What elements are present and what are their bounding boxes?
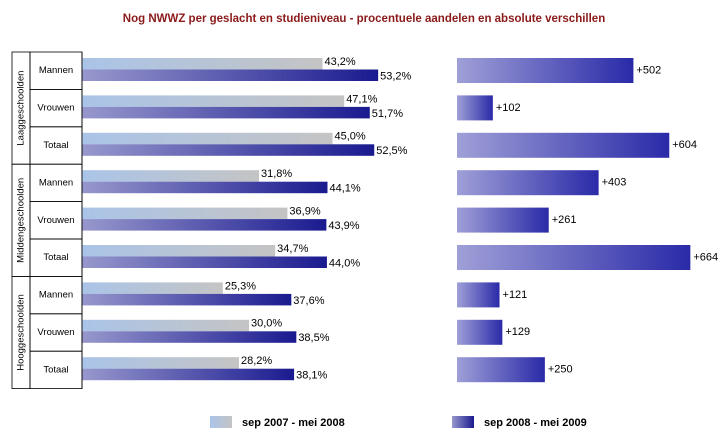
bar: [457, 207, 549, 233]
bar: [457, 245, 691, 270]
bar: [457, 132, 670, 158]
value-label: 44,1%: [329, 183, 360, 195]
value-label: +502: [636, 64, 661, 76]
bar: [82, 58, 323, 70]
bar: [82, 69, 379, 81]
bar: [82, 207, 288, 220]
bar: [82, 144, 375, 156]
value-label: 38,5%: [298, 332, 329, 344]
value-label: 34,7%: [277, 243, 308, 255]
bar: [82, 170, 260, 182]
value-label: 51,7%: [372, 108, 403, 120]
value-label: +664: [693, 251, 718, 263]
group-label: Hooggeschoolden: [16, 294, 27, 371]
value-label: 47,1%: [346, 93, 377, 105]
bar: [457, 95, 493, 121]
category-label: Mannen: [39, 177, 73, 188]
bar: [82, 106, 370, 119]
value-label: 38,1%: [296, 370, 327, 382]
value-label: 45,0%: [335, 131, 366, 143]
bar: [82, 132, 333, 145]
bar: [457, 357, 545, 383]
bar: [82, 219, 327, 231]
value-label: +604: [672, 139, 697, 151]
bar: [82, 245, 276, 257]
category-label: Totaal: [43, 140, 68, 151]
group-label: Middengeschoolden: [16, 178, 27, 263]
bar: [82, 282, 223, 294]
value-label: 44,0%: [329, 257, 360, 269]
value-label: 36,9%: [289, 206, 320, 218]
category-label: Mannen: [39, 65, 73, 76]
bar: [457, 282, 500, 308]
bar: [457, 58, 634, 83]
value-label: 30,0%: [251, 318, 282, 330]
legend-label: sep 2008 - mei 2009: [484, 417, 587, 429]
value-label: 37,6%: [293, 295, 324, 307]
value-label: 43,9%: [328, 220, 359, 232]
category-label: Totaal: [43, 364, 68, 375]
value-label: 43,2%: [324, 56, 355, 68]
bar: [82, 181, 328, 194]
chart-title: Nog NWWZ per geslacht en studieniveau - …: [123, 13, 605, 25]
legend-swatch: [452, 416, 474, 428]
category-label: Vrouwen: [37, 103, 74, 114]
bar: [82, 293, 292, 306]
value-label: 53,2%: [380, 70, 411, 82]
value-label: 28,2%: [241, 355, 272, 367]
category-label: Vrouwen: [37, 215, 74, 226]
bar: [82, 357, 239, 369]
bar: [82, 319, 249, 332]
value-label: 25,3%: [225, 280, 256, 292]
legend-swatch: [210, 416, 232, 428]
bar: [457, 170, 599, 196]
bar: [82, 256, 327, 268]
category-label: Mannen: [39, 290, 73, 301]
bar: [82, 95, 345, 107]
category-label: Vrouwen: [37, 327, 74, 338]
value-label: +403: [602, 177, 627, 189]
value-label: +129: [505, 326, 530, 338]
value-label: 31,8%: [261, 168, 292, 180]
bar: [82, 331, 297, 343]
group-label: Laaggeschoolden: [16, 71, 27, 146]
legend-label: sep 2007 - mei 2008: [242, 417, 345, 429]
value-label: +121: [503, 289, 528, 301]
bar: [82, 368, 295, 381]
value-label: 52,5%: [376, 145, 407, 157]
value-label: +261: [552, 214, 577, 226]
value-label: +102: [496, 102, 521, 114]
value-label: +250: [548, 364, 573, 376]
bar: [457, 319, 503, 345]
category-label: Totaal: [43, 252, 68, 263]
